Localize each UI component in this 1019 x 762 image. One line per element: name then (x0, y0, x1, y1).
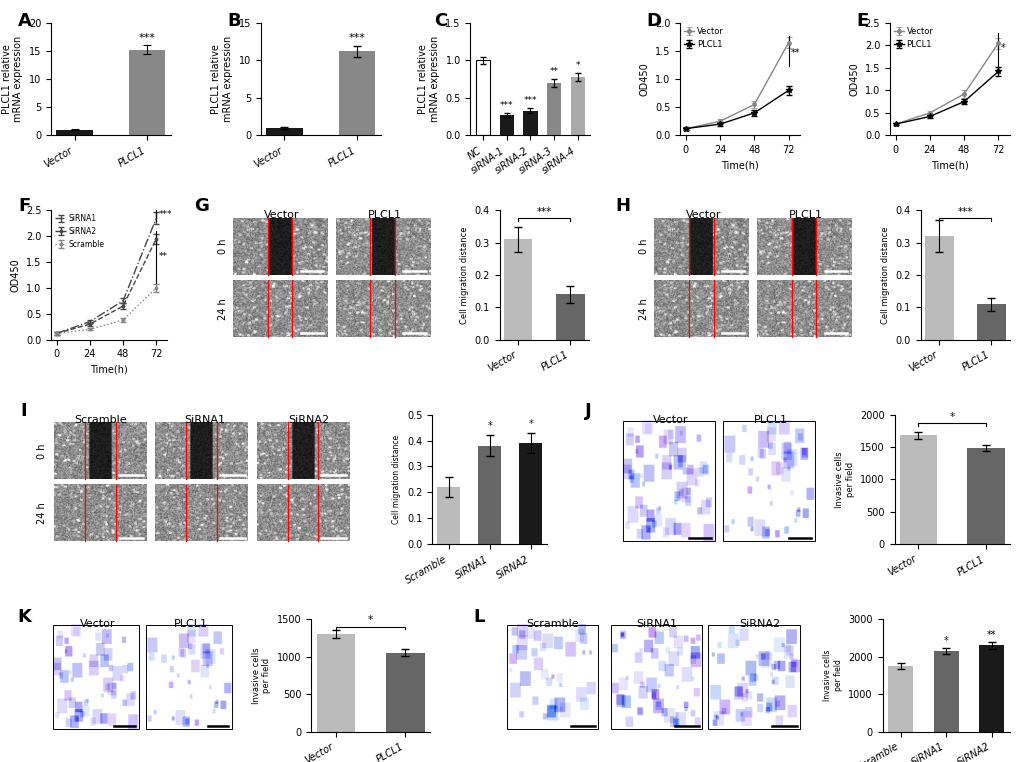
Text: *: * (487, 421, 491, 431)
X-axis label: Time(h): Time(h) (720, 161, 758, 171)
Bar (707, 625, 799, 729)
Text: Scramble: Scramble (526, 619, 578, 629)
Text: 0 h: 0 h (638, 239, 648, 255)
Y-axis label: Invasive cells
per field: Invasive cells per field (252, 647, 271, 703)
Y-axis label: Invasive cells
per field: Invasive cells per field (835, 451, 854, 507)
Y-axis label: Invasive cells
per field: Invasive cells per field (822, 649, 842, 701)
Text: ***: *** (158, 210, 171, 219)
Bar (978, 645, 1003, 732)
Bar (519, 443, 541, 544)
Bar (266, 128, 303, 136)
Text: 0 h: 0 h (37, 443, 47, 459)
Y-axis label: Cell migration distance: Cell migration distance (880, 226, 890, 324)
Y-axis label: OD450: OD450 (639, 62, 649, 96)
Text: *: * (949, 411, 954, 421)
Bar (503, 239, 532, 340)
Text: PLCL1: PLCL1 (173, 619, 208, 629)
Text: 24 h: 24 h (37, 502, 47, 523)
Text: SiRNA2: SiRNA2 (288, 415, 329, 424)
Y-axis label: Cell migration distance: Cell migration distance (392, 435, 401, 524)
Text: C: C (434, 11, 447, 30)
Text: PLCL1: PLCL1 (789, 210, 822, 220)
Text: B: B (227, 11, 240, 30)
Text: *: * (1000, 43, 1005, 53)
Text: ***: *** (348, 33, 365, 43)
Bar (610, 625, 701, 729)
Bar (570, 77, 584, 136)
Text: Vector: Vector (79, 619, 115, 629)
Text: ***: *** (499, 101, 513, 110)
Bar (478, 446, 500, 544)
Bar (722, 421, 814, 542)
Bar (976, 304, 1005, 340)
Bar (316, 634, 355, 732)
Bar (386, 653, 424, 732)
Text: SiRNA2: SiRNA2 (739, 619, 780, 629)
Text: 24 h: 24 h (638, 298, 648, 319)
Text: PLCL1: PLCL1 (753, 415, 787, 424)
Bar (924, 236, 953, 340)
Legend: Vector, PLCL1: Vector, PLCL1 (684, 27, 723, 50)
Bar (966, 447, 1004, 544)
Bar (932, 651, 958, 732)
Text: I: I (20, 402, 26, 420)
X-axis label: Time(h): Time(h) (91, 365, 128, 375)
Text: L: L (473, 608, 484, 626)
Text: G: G (194, 197, 209, 216)
Y-axis label: Cell migration distance: Cell migration distance (460, 226, 469, 324)
Text: *: * (528, 419, 533, 429)
Text: ***: *** (536, 207, 551, 217)
Text: E: E (856, 11, 868, 30)
Text: ***: *** (523, 96, 537, 105)
Y-axis label: OD450: OD450 (10, 258, 20, 292)
Text: A: A (17, 11, 32, 30)
Text: PLCL1: PLCL1 (368, 210, 401, 220)
Text: ***: *** (139, 33, 156, 43)
Bar (437, 487, 460, 544)
Text: F: F (18, 197, 31, 216)
Text: 0 h: 0 h (217, 239, 227, 255)
Text: Scramble: Scramble (73, 415, 126, 424)
Y-axis label: OD450: OD450 (849, 62, 858, 96)
Y-axis label: PLCL1 relative
mRNA expression: PLCL1 relative mRNA expression (211, 36, 233, 122)
Bar (899, 435, 936, 544)
Text: **: ** (549, 67, 558, 75)
Text: J: J (585, 402, 591, 420)
Bar (338, 51, 375, 136)
Legend: Vector, PLCL1: Vector, PLCL1 (894, 27, 932, 50)
Bar (56, 130, 93, 136)
Text: **: ** (985, 630, 996, 640)
Text: D: D (646, 11, 661, 30)
Text: SiRNA1: SiRNA1 (635, 619, 677, 629)
Text: 24 h: 24 h (217, 298, 227, 319)
Y-axis label: PLCL1 relative
mRNA expression: PLCL1 relative mRNA expression (2, 36, 23, 122)
Text: Vector: Vector (685, 210, 720, 220)
Bar (888, 666, 912, 732)
Text: ***: *** (957, 207, 972, 217)
X-axis label: Time(h): Time(h) (930, 161, 968, 171)
Text: **: ** (158, 251, 167, 261)
Bar (476, 60, 490, 136)
Bar (546, 83, 560, 136)
Text: **: ** (790, 48, 800, 58)
Legend: SiRNA1, SiRNA2, Scramble: SiRNA1, SiRNA2, Scramble (55, 214, 105, 248)
Text: Vector: Vector (264, 210, 300, 220)
Bar (506, 625, 598, 729)
Bar (555, 294, 584, 340)
Text: *: * (943, 636, 948, 645)
Y-axis label: PLCL1 relative
mRNA expression: PLCL1 relative mRNA expression (418, 36, 439, 122)
Bar (53, 625, 139, 729)
Text: K: K (17, 608, 32, 626)
Bar (499, 115, 514, 136)
Bar (623, 421, 714, 542)
Text: Vector: Vector (652, 415, 688, 424)
Bar (146, 625, 231, 729)
Text: SiRNA1: SiRNA1 (184, 415, 225, 424)
Text: *: * (575, 61, 580, 70)
Bar (523, 110, 537, 136)
Text: *: * (368, 615, 373, 625)
Text: H: H (614, 197, 630, 216)
Bar (129, 50, 165, 136)
